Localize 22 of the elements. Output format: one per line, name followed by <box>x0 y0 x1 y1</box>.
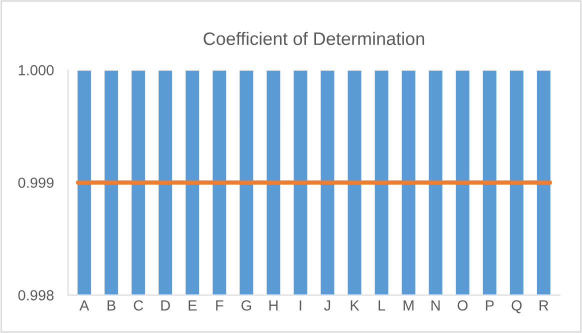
x-tick-label: O <box>458 300 468 311</box>
x-tick-label: Q <box>512 300 522 314</box>
x-tick-label: I <box>300 300 302 310</box>
x-tick-label: J <box>324 300 330 311</box>
x-tick-label: C <box>134 300 144 311</box>
x-tick-label: D <box>161 300 170 310</box>
x-tick-label: A <box>79 300 90 310</box>
chart-title: Coefficient of Determination <box>204 32 424 46</box>
x-tick-label: P <box>486 300 494 310</box>
x-tick-label: K <box>350 300 360 310</box>
y-tick-label: 0.999 <box>18 178 54 188</box>
x-tick-label: N <box>432 300 440 310</box>
x-tick-label: F <box>216 300 224 310</box>
x-tick-label: E <box>188 300 197 310</box>
x-tick-label: G <box>242 300 252 311</box>
x-tick-label: R <box>540 300 548 310</box>
x-tick-label: L <box>378 300 386 310</box>
y-tick-label: 1.000 <box>18 65 54 76</box>
x-tick-label: M <box>404 300 414 310</box>
y-tick-label: 0.998 <box>18 290 54 300</box>
x-tick-label: H <box>269 300 278 310</box>
x-tick-label: B <box>108 300 116 310</box>
